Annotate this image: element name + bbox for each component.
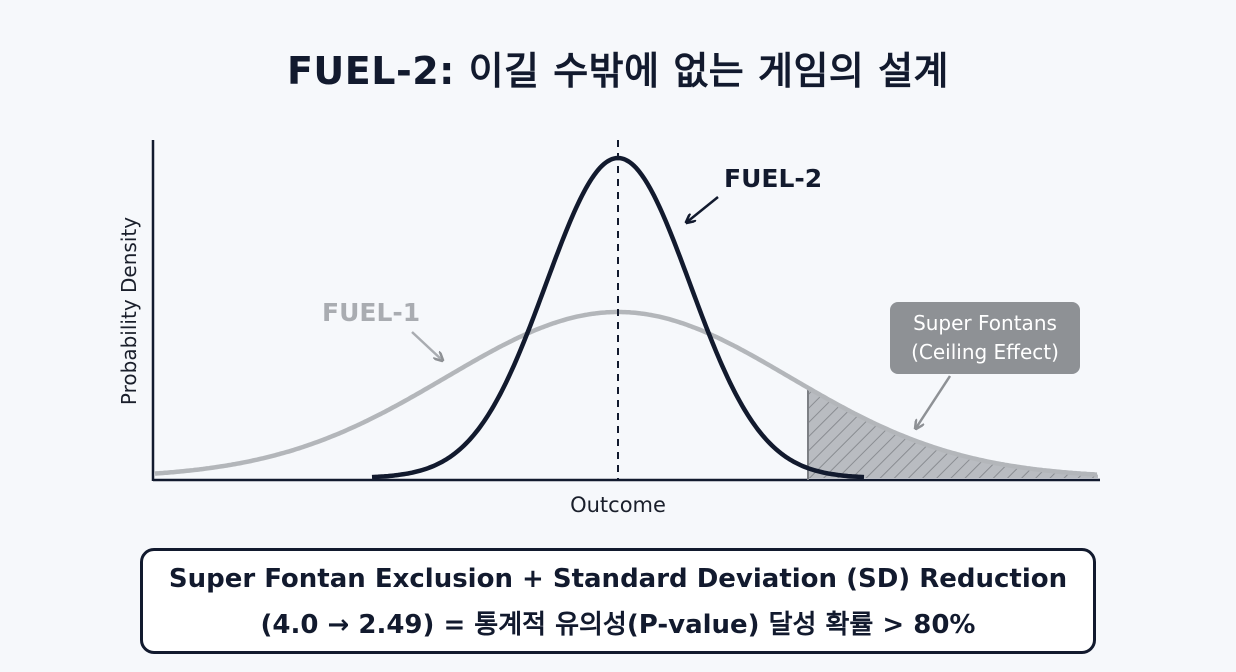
- x-axis-label: Outcome: [570, 493, 666, 517]
- summary-box: [140, 548, 1096, 654]
- summary-callout: Super Fontan Exclusion + Standard Deviat…: [140, 548, 1096, 654]
- ceiling-effect-callout-box: [890, 302, 1080, 374]
- diagram-title: FUEL-2: 이길 수밖에 없는 게임의 설계: [286, 49, 950, 93]
- ceiling-effect-shaded-tail: [808, 387, 1098, 478]
- callout-arrow: [916, 375, 952, 428]
- summary-line-1: Super Fontan Exclusion + Standard Deviat…: [168, 564, 1068, 594]
- fuel-1-label: FUEL-1: [322, 298, 420, 327]
- fuel-2-arrow: [687, 196, 719, 222]
- callout-line-1: Super Fontans: [913, 311, 1057, 335]
- callout-line-2: (Ceiling Effect): [911, 340, 1059, 364]
- fuel-2-label: FUEL-2: [724, 164, 822, 193]
- y-axis-label: Probability Density: [117, 217, 141, 405]
- summary-line-2: (4.0 → 2.49) = 통계적 유의성(P-value) 달성 확률 > …: [260, 610, 976, 640]
- fuel-1-curve: [154, 309, 1098, 477]
- fuel-1-arrow: [411, 331, 442, 360]
